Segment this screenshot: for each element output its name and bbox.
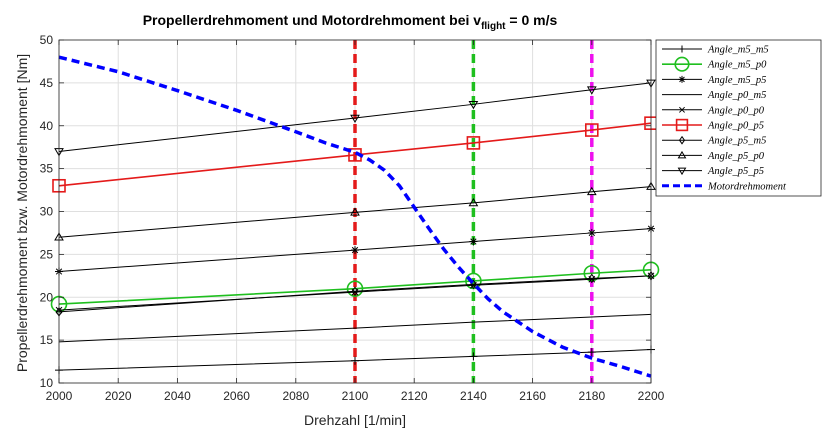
- marker-plus: [678, 45, 686, 53]
- series-Angle_p0_m5: [58, 313, 652, 343]
- y-tick-label: 15: [40, 333, 54, 347]
- marker-triangle-down: [586, 86, 597, 95]
- legend-label: Angle_p5_m5: [707, 136, 766, 147]
- axis-ticks: 2000 2020 2040 2060 2080 2100 2120 2140 2160 2180…: [40, 33, 665, 403]
- legend-label: Angle_m5_p5: [707, 75, 766, 86]
- series-motordrehmoment-line: [58, 55, 652, 378]
- marker-star: [351, 246, 359, 255]
- x-tick-label: 2120: [401, 389, 428, 403]
- legend-label: Angle_m5_m5: [707, 45, 769, 56]
- marker-diamond: [351, 286, 359, 297]
- legend-label: Angle_p5_p5: [707, 166, 764, 177]
- y-tick-label: 25: [40, 247, 54, 261]
- legend-label: Motordrehmoment: [707, 181, 787, 192]
- y-axis-label: Propellerdrehmoment bzw. Motordrehmoment…: [14, 54, 30, 372]
- marker-circle: [674, 56, 690, 72]
- vertical-marker-lines: [353, 40, 594, 383]
- marker-plus: [351, 356, 359, 365]
- marker-triangle-up: [350, 207, 360, 216]
- chart-title-main: Propellerdrehmoment und Motordrehmoment …: [143, 12, 482, 28]
- chart-title-subscript: flight: [481, 21, 506, 32]
- y-tick-label: 35: [40, 162, 54, 176]
- x-tick-label: 2040: [164, 389, 191, 403]
- series-group: [50, 55, 660, 378]
- x-tick-label: 2160: [519, 389, 546, 403]
- series-line: [58, 82, 652, 152]
- marker-diamond: [588, 273, 596, 284]
- x-tick-label: 2180: [578, 389, 605, 403]
- x-tick-label: 2100: [342, 389, 369, 403]
- marker-plus: [587, 348, 596, 357]
- legend-entry: Angle_m5_p5: [662, 75, 766, 86]
- legend-label: Angle_m5_p0: [707, 60, 767, 71]
- y-tick-label: 20: [40, 290, 54, 304]
- y-tick-label: 30: [40, 205, 54, 219]
- x-tick-label: 2000: [46, 389, 73, 403]
- marker-x: [679, 106, 685, 113]
- series-Angle_p0_p5: [52, 116, 658, 193]
- legend-entry: Angle_m5_m5: [662, 45, 769, 56]
- legend-entry: Angle_p5_p0: [662, 151, 765, 162]
- marker-plus: [469, 352, 478, 361]
- marker-triangle-up: [586, 186, 597, 196]
- legend-entry: Angle_p0_p5: [662, 118, 764, 132]
- x-tick-label: 2020: [105, 389, 132, 403]
- marker-diamond: [678, 135, 686, 145]
- series-line: [58, 186, 652, 238]
- marker-square: [584, 123, 599, 137]
- x-tick-label: 2060: [223, 389, 250, 403]
- marker-triangle-down: [350, 114, 360, 124]
- marker-star: [678, 75, 686, 83]
- marker-circle: [346, 280, 364, 297]
- marker-star: [469, 237, 478, 246]
- series-line: [58, 122, 652, 187]
- legend-entry: Angle_m5_p0: [662, 56, 767, 72]
- y-tick-label: 50: [40, 33, 54, 47]
- marker-triangle-up: [468, 197, 479, 207]
- legend-label: Angle_p5_p0: [707, 151, 765, 162]
- marker-circle: [583, 264, 601, 282]
- series-line: [58, 275, 652, 313]
- series-line: [58, 313, 652, 343]
- chart-title: Propellerdrehmoment und Motordrehmoment …: [143, 12, 558, 32]
- legend-label: Angle_p0_p5: [707, 121, 764, 132]
- marker-triangle-down: [468, 101, 479, 110]
- marker-triangle-down: [677, 167, 687, 176]
- legend-entry: Angle_p5_m5: [662, 136, 766, 147]
- marker-star: [587, 228, 596, 237]
- marker-square: [466, 136, 481, 150]
- marker-triangle-up: [677, 150, 687, 159]
- legend-entry: Angle_p5_p5: [662, 166, 764, 177]
- x-axis-label: Drehzahl [1/min]: [304, 412, 406, 428]
- chart-title-suffix: = 0 m/s: [506, 12, 558, 28]
- y-tick-label: 10: [40, 376, 54, 390]
- legend-label: Angle_p0_m5: [707, 90, 766, 101]
- legend-label: Angle_p0_p0: [707, 105, 765, 116]
- legend-entry: Angle_p0_p0: [662, 105, 765, 116]
- x-tick-label: 2140: [460, 389, 487, 403]
- x-tick-label: 2200: [638, 389, 665, 403]
- x-tick-label: 2080: [282, 389, 309, 403]
- legend-entry: Angle_p0_m5: [662, 90, 766, 101]
- marker-square: [675, 118, 689, 132]
- y-tick-label: 40: [40, 119, 54, 133]
- legend-box: [655, 39, 822, 197]
- legend: Angle_m5_m5 Angle_m5_p0 Angle_m5_p5 Angle_p…: [655, 39, 822, 197]
- legend-entry: Motordrehmoment: [662, 181, 787, 192]
- y-tick-label: 45: [40, 76, 54, 90]
